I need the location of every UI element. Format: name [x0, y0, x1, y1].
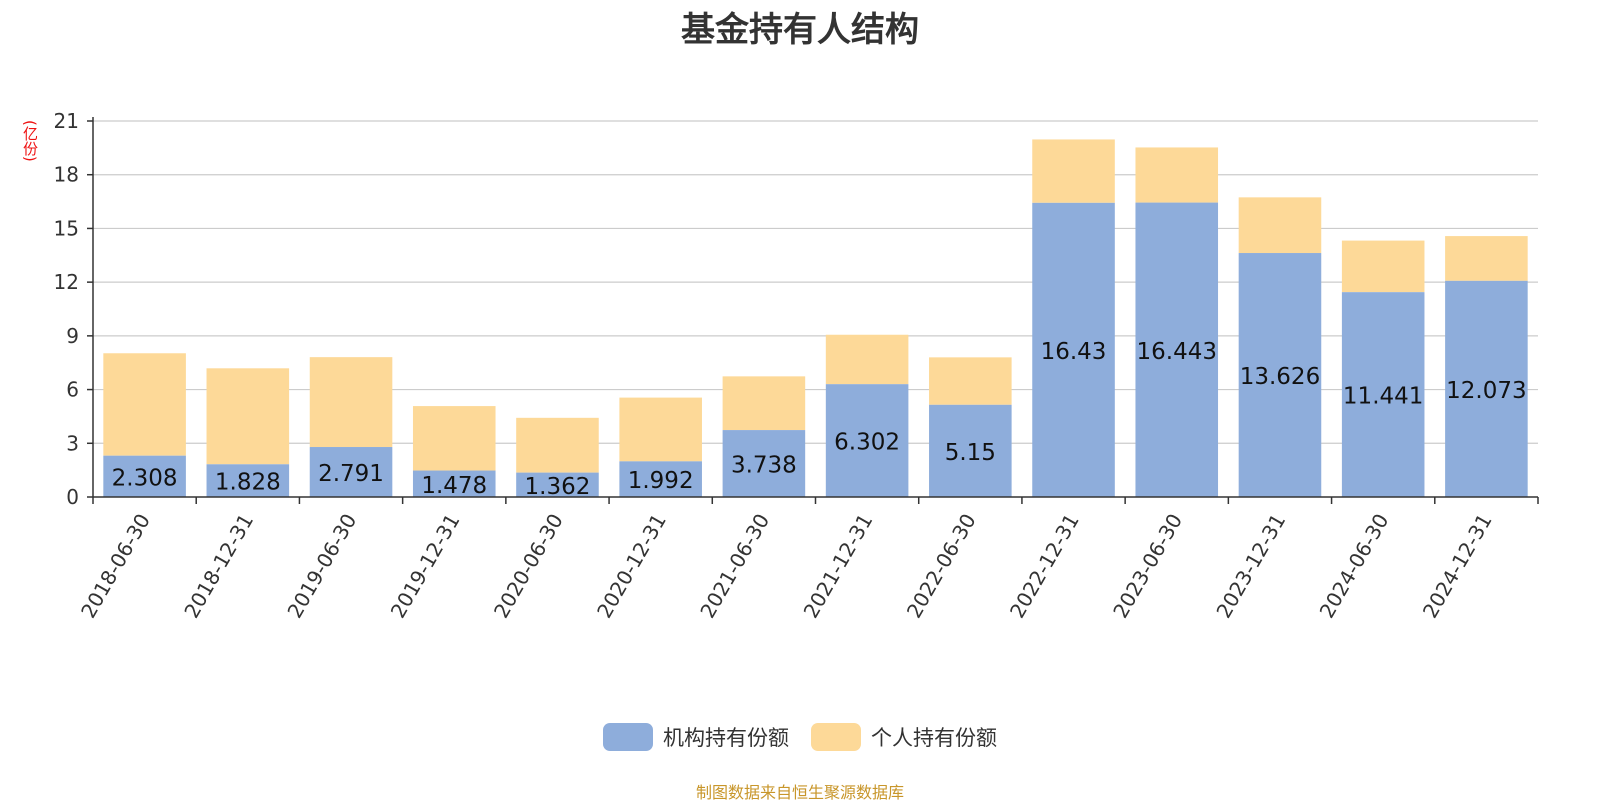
data-label-2024-06-30: 11.441: [1343, 384, 1423, 410]
bar-institutional-2023-06-30[interactable]: [1135, 202, 1219, 498]
x-tick-label-2021-06-30: 2021-06-30: [695, 510, 774, 623]
bar-individual-2019-06-30[interactable]: [309, 357, 393, 448]
y-tick-label-15: 15: [54, 216, 79, 240]
legend: 机构持有份额 个人持有份额: [0, 722, 1600, 752]
x-tick-label-2021-12-31: 2021-12-31: [799, 510, 878, 623]
bar-institutional-2021-06-30[interactable]: [722, 430, 806, 497]
bar-individual-2021-12-31[interactable]: [825, 334, 909, 385]
data-label-2022-06-30: 5.15: [945, 440, 996, 466]
bar-institutional-2024-06-30[interactable]: [1341, 292, 1425, 497]
legend-label-institutional: 机构持有份额: [663, 726, 789, 750]
x-tick-label-2018-12-31: 2018-12-31: [179, 510, 258, 623]
data-label-2021-06-30: 3.738: [731, 453, 797, 479]
data-source-note: 制图数据来自恒生聚源数据库: [695, 783, 904, 802]
bar-individual-2024-06-30[interactable]: [1341, 240, 1425, 293]
bar-institutional-2020-12-31[interactable]: [619, 461, 702, 497]
bar-institutional-2020-06-30[interactable]: [516, 472, 599, 497]
data-label-2020-12-31: 1.992: [628, 468, 694, 494]
bar-institutional-2019-06-30[interactable]: [309, 447, 393, 497]
data-label-2018-12-31: 1.828: [215, 470, 281, 496]
data-label-2018-06-30: 2.308: [112, 465, 178, 491]
chart-title: 基金持有人结构: [681, 10, 919, 50]
legend-label-individual: 个人持有份额: [871, 726, 997, 750]
y-tick-label-3: 3: [66, 431, 79, 455]
x-tick-label-2023-06-30: 2023-06-30: [1108, 510, 1187, 623]
data-label-2024-12-31: 12.073: [1446, 378, 1526, 404]
legend-item-institutional[interactable]: 机构持有份额: [603, 722, 789, 752]
legend-item-individual[interactable]: 个人持有份额: [811, 722, 997, 752]
y-tick-label-21: 21: [54, 109, 79, 133]
bar-institutional-2021-12-31[interactable]: [825, 384, 909, 497]
bar-individual-2018-12-31[interactable]: [206, 368, 290, 465]
bar-institutional-2018-12-31[interactable]: [206, 464, 290, 497]
y-tick-label-6: 6: [66, 378, 79, 402]
bar-institutional-2019-12-31[interactable]: [412, 470, 496, 497]
x-tick-label-2020-12-31: 2020-12-31: [592, 510, 671, 623]
x-tick-label-2019-06-30: 2019-06-30: [282, 510, 361, 623]
x-tick-label-2022-12-31: 2022-12-31: [1005, 510, 1084, 623]
data-label-2019-06-30: 2.791: [318, 461, 384, 487]
data-label-2021-12-31: 6.302: [834, 430, 900, 456]
x-tick-label-2020-06-30: 2020-06-30: [489, 510, 568, 623]
data-label-2023-12-31: 13.626: [1240, 364, 1320, 390]
data-label-2019-12-31: 1.478: [421, 473, 487, 499]
bar-individual-2023-12-31[interactable]: [1238, 197, 1322, 254]
x-tick-label-2023-12-31: 2023-12-31: [1211, 510, 1290, 623]
y-tick-label-0: 0: [66, 485, 79, 509]
y-tick-label-9: 9: [66, 324, 79, 348]
bar-individual-2020-06-30[interactable]: [516, 417, 599, 473]
bar-institutional-2022-06-30[interactable]: [929, 404, 1012, 497]
x-tick-label-2024-12-31: 2024-12-31: [1418, 510, 1497, 623]
bar-individual-2022-12-31[interactable]: [1032, 139, 1115, 203]
x-tick-label-2022-06-30: 2022-06-30: [902, 510, 981, 623]
data-label-2023-06-30: 16.443: [1137, 339, 1217, 365]
bar-individual-2022-06-30[interactable]: [929, 357, 1012, 405]
x-tick-label-2024-06-30: 2024-06-30: [1315, 510, 1394, 623]
bar-individual-2019-12-31[interactable]: [412, 406, 496, 471]
bar-institutional-2024-12-31[interactable]: [1445, 280, 1528, 497]
y-tick-label-12: 12: [54, 270, 79, 294]
bar-individual-2020-12-31[interactable]: [619, 397, 702, 462]
bar-institutional-2018-06-30[interactable]: [103, 455, 186, 497]
y-tick-label-18: 18: [54, 163, 79, 187]
bar-individual-2023-06-30[interactable]: [1135, 147, 1219, 203]
bar-individual-2021-06-30[interactable]: [722, 376, 806, 431]
chart-plot: 0 3 6 9 12 15 18 21 2018-06-30 2018-12-31 2019-06-…: [54, 109, 1539, 623]
data-label-2022-12-31: 16.43: [1041, 339, 1107, 365]
data-label-2020-06-30: 1.362: [525, 474, 591, 500]
legend-swatch-individual: [811, 723, 861, 751]
bar-institutional-2023-12-31[interactable]: [1238, 253, 1322, 497]
bar-institutional-2022-12-31[interactable]: [1032, 202, 1115, 497]
y-axis-unit: (亿份): [21, 120, 39, 162]
legend-swatch-institutional: [603, 723, 653, 751]
x-tick-label-2019-12-31: 2019-12-31: [386, 510, 465, 623]
bar-individual-2018-06-30[interactable]: [103, 353, 186, 456]
bar-individual-2024-12-31[interactable]: [1445, 236, 1528, 281]
x-tick-label-2018-06-30: 2018-06-30: [76, 510, 155, 623]
